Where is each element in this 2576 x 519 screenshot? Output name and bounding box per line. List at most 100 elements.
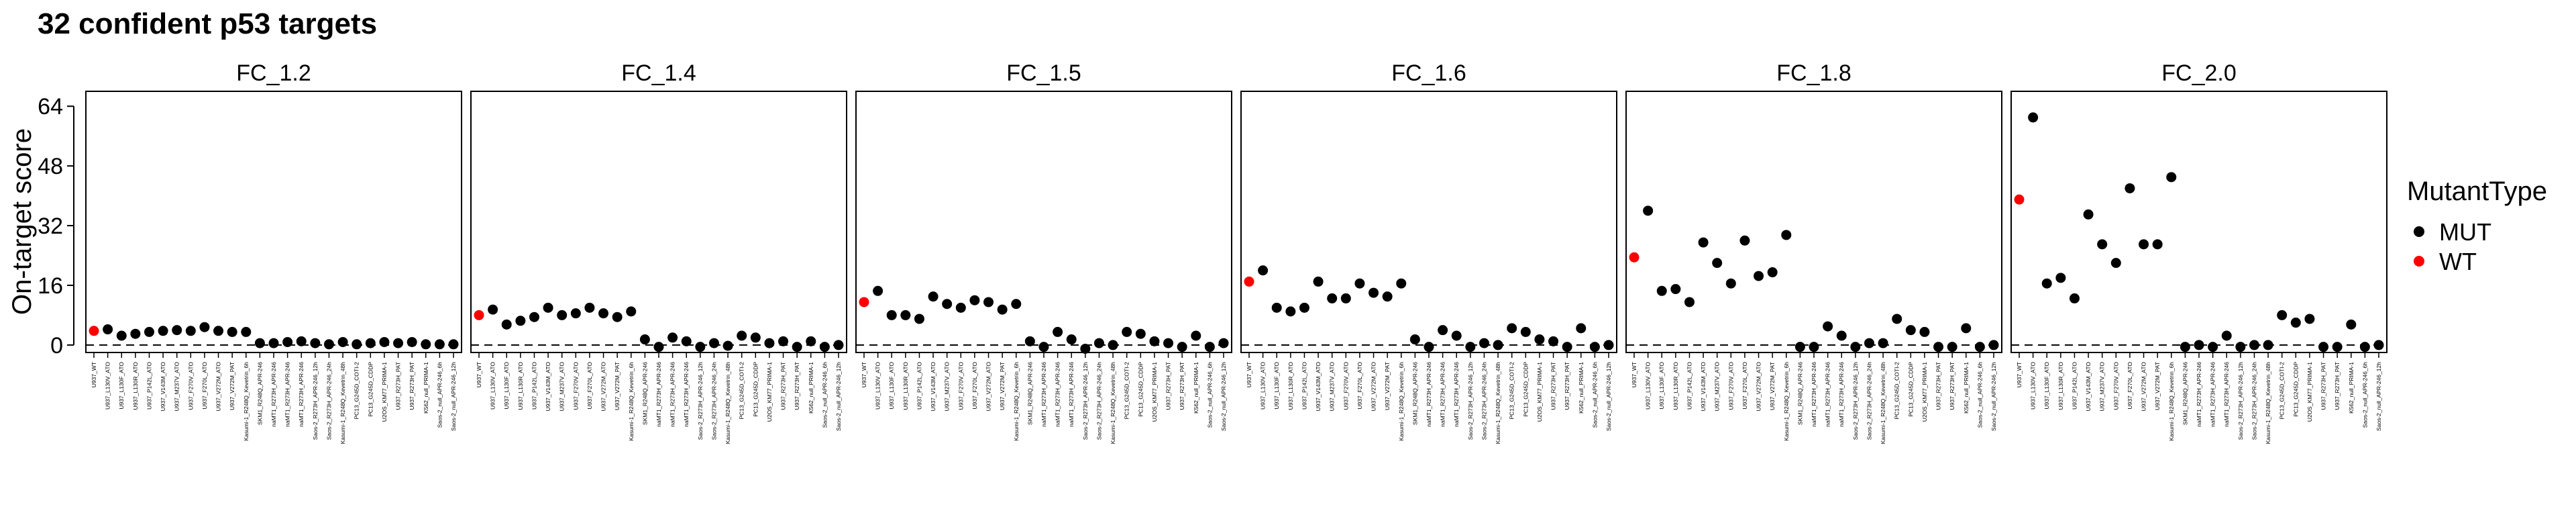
facet-panel: FC_1.6 U937_WT U937_L130V_ATO U937_L130F_AT… xyxy=(1240,60,1617,444)
x-tick-label: U937_M237V_ATO xyxy=(1714,362,1721,412)
data-point xyxy=(1191,330,1201,341)
data-point xyxy=(1754,271,1764,281)
x-tick-label: U937_V272M_PAT xyxy=(1769,362,1776,410)
x-tick-label: U937_WT xyxy=(1246,362,1252,387)
x-tick-label: PC13_G245D_COTI-2 xyxy=(1124,362,1130,420)
x-tick-label: Saos-2_R273H_APR-246_24h xyxy=(325,362,332,440)
facet-panel: FC_1.4 U937_WT U937_L130V_ATO U937_L130F_AT… xyxy=(470,60,847,444)
data-point xyxy=(722,340,733,351)
data-point xyxy=(1409,334,1420,345)
x-tick-label: naMT1_R273H_APR-246 xyxy=(2223,362,2230,427)
x-tick-label: PC13_G245D_COTI-2 xyxy=(1509,362,1515,420)
x-tick-label: U937_M237V_ATO xyxy=(174,362,180,412)
data-point xyxy=(983,297,994,308)
data-point xyxy=(764,338,775,348)
data-point xyxy=(2041,278,2052,289)
data-point xyxy=(2125,183,2135,193)
x-tick-label: U937_P142L_ATO xyxy=(1686,362,1693,410)
data-point xyxy=(199,322,210,332)
data-point xyxy=(434,339,445,350)
x-tick-label: Kasumi-1_R248Q_Kevetrin_6h xyxy=(243,362,250,441)
facet-border xyxy=(2010,91,2387,353)
x-tick-label: Kasumi-1_R248Q_Kevetrin_48h xyxy=(2265,362,2271,444)
x-tick-label: U2OS_KM77_PRIMA-1 xyxy=(1536,362,1543,422)
data-point xyxy=(1258,265,1269,276)
x-tick-label: Saos-2_null_APR-246_6h xyxy=(436,362,443,428)
x-tick-label: Kasumi-1_R248Q_Kevetrin_6h xyxy=(1013,362,1020,441)
data-point xyxy=(1382,291,1393,302)
x-tick-label: U937_M237V_ATO xyxy=(2099,362,2106,412)
x-tick-label: U937_V143M_ATO xyxy=(545,362,551,412)
data-point xyxy=(2221,330,2232,341)
x-tick-label: Saos-2_null_APR-246_6h xyxy=(821,362,828,428)
legend-label: MUT xyxy=(2439,218,2491,246)
data-point xyxy=(515,316,526,326)
data-point xyxy=(2277,310,2288,320)
x-tick-label: Saos-2_null_APR-246_12h xyxy=(835,362,842,431)
x-tick-label: U937_L130R_ATO xyxy=(2057,362,2064,410)
x-tick-label: U937_F270L_ATO xyxy=(2127,362,2133,410)
x-tick-label: PC13_G245D_COTI-2 xyxy=(354,362,360,420)
x-tick-label: U937_L130F_ATO xyxy=(1658,362,1665,410)
x-tick-label: naMT1_R273H_APR-246 xyxy=(1811,362,1817,427)
data-point xyxy=(1024,336,1035,346)
data-point xyxy=(1947,342,1957,352)
data-point xyxy=(501,319,512,330)
x-tick-label: U937_M237V_ATO xyxy=(559,362,566,412)
data-point xyxy=(1177,342,1187,352)
data-point xyxy=(1534,334,1545,345)
data-point xyxy=(914,314,924,324)
x-tick-label: SKM1_R248Q_APR-246 xyxy=(1026,362,1033,425)
x-tick-label: U2OS_KM77_PRIMA-1 xyxy=(2306,362,2313,422)
x-tick-label: U937_R273H_PAT xyxy=(395,362,402,410)
data-point xyxy=(268,338,279,348)
data-point xyxy=(379,336,390,347)
legend-marker xyxy=(2414,226,2424,237)
data-point xyxy=(792,342,802,352)
x-tick-label: SKM1_R248Q_APR-246 xyxy=(1796,362,1803,425)
x-tick-label: U937_L130F_ATO xyxy=(888,362,895,410)
x-tick-label: Saos-2_null_APR-246_6h xyxy=(1206,362,1213,428)
legend-label: WT xyxy=(2439,248,2477,275)
data-point xyxy=(1781,230,1792,240)
x-tick-label: U937_V272M_ATO xyxy=(600,362,607,412)
data-point xyxy=(1974,342,1985,352)
x-tick-label: naMT1_R273H_APR-246 xyxy=(1825,362,1831,427)
y-tick-label: 32 xyxy=(38,214,63,239)
data-point xyxy=(639,334,650,345)
data-point xyxy=(1368,287,1379,298)
data-point xyxy=(1684,297,1695,308)
data-point xyxy=(2346,319,2357,330)
x-tick-label: Saos-2_R273H_APR-246_12h xyxy=(1467,362,1474,440)
data-point xyxy=(667,332,678,343)
data-point xyxy=(116,330,127,341)
x-tick-label: U937_F270V_ATO xyxy=(2112,362,2119,410)
data-point xyxy=(1149,336,1160,346)
data-point xyxy=(2083,209,2094,220)
x-tick-label: Saos-2_null_APR-246_12h xyxy=(450,362,457,431)
data-point xyxy=(1327,293,1338,303)
x-tick-label: U937_L130R_ATO xyxy=(1287,362,1294,410)
x-tick-label: SKM1_R248Q_APR-246 xyxy=(1411,362,1418,425)
x-tick-label: naMT1_R273H_APR-246 xyxy=(1838,362,1845,427)
x-tick-label: naMT1_R273H_APR-246 xyxy=(1440,362,1446,427)
data-point xyxy=(185,326,196,336)
data-point xyxy=(421,339,431,350)
x-tick-label: Saos-2_null_APR-246_12h xyxy=(1990,362,1997,431)
x-tick-label: PC13_G245D_CDDP xyxy=(752,362,759,417)
data-point xyxy=(2373,340,2384,350)
x-tick-label: PC13_G245D_CDDP xyxy=(1907,362,1914,417)
x-tick-label: U937_L130V_ATO xyxy=(2030,362,2037,410)
data-point xyxy=(1340,293,1351,303)
x-tick-label: U937_L130F_ATO xyxy=(2043,362,2050,410)
x-tick-label: PC13_G245D_CDDP xyxy=(1137,362,1144,417)
x-tick-label: Saos-2_null_APR-246_6h xyxy=(1976,362,1983,428)
chart-title: 32 confident p53 targets xyxy=(38,7,377,40)
x-tick-label: U937_V143M_ATO xyxy=(2085,362,2092,412)
data-point xyxy=(2208,342,2218,352)
data-point xyxy=(2097,239,2108,250)
x-tick-label: U937_R273H_PAT xyxy=(1165,362,1172,410)
y-tick-label: 64 xyxy=(38,94,63,120)
facet-border xyxy=(470,91,847,353)
facet-border xyxy=(1240,91,1617,353)
